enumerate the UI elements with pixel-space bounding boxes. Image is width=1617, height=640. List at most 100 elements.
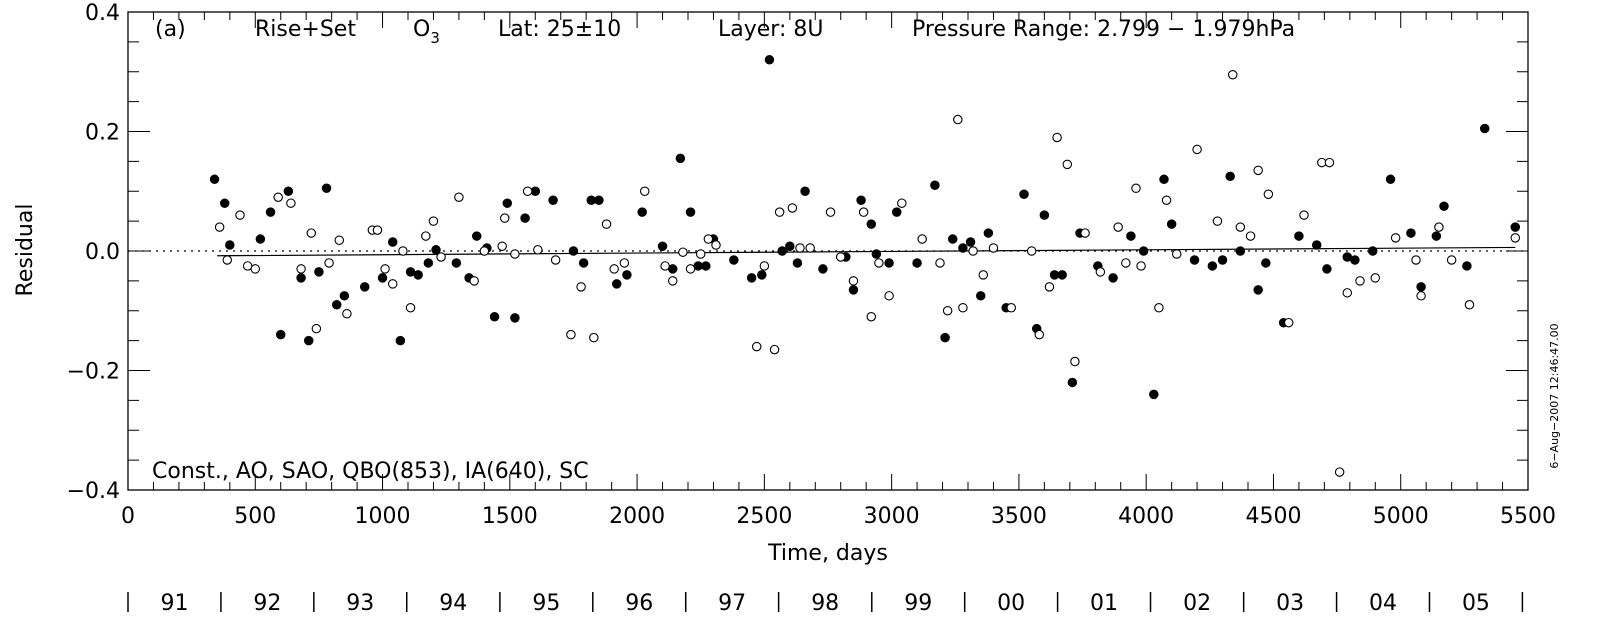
data-point-filled	[1235, 246, 1246, 256]
year-label: 97	[718, 591, 746, 616]
data-point-filled	[675, 153, 686, 164]
y-tick-label: −0.4	[67, 479, 120, 504]
x-tick-label: 0	[121, 504, 135, 529]
title-pressure: Pressure Range: 2.799 − 1.979hPa	[912, 17, 1295, 42]
y-tick-label: 0.4	[85, 1, 120, 26]
data-point-open	[311, 323, 322, 334]
data-point-open	[398, 246, 408, 256]
data-point-open	[550, 255, 561, 265]
data-point-open	[380, 264, 390, 274]
data-point-filled	[1253, 285, 1263, 295]
data-point-open	[1034, 329, 1045, 340]
data-point-open	[609, 264, 619, 274]
data-point-filled	[1225, 171, 1235, 182]
data-point-filled	[321, 183, 332, 194]
data-point-open	[1113, 222, 1123, 232]
data-point-open	[1070, 356, 1080, 367]
data-point-filled	[265, 207, 276, 217]
year-label: 95	[532, 591, 560, 616]
data-point-open	[953, 114, 963, 125]
data-point-open	[759, 261, 770, 271]
data-point-open	[1154, 303, 1164, 313]
data-point-filled	[1431, 231, 1442, 241]
data-point-filled	[209, 174, 220, 185]
data-point-open	[469, 276, 479, 286]
data-point-open	[685, 264, 696, 274]
data-point-filled	[578, 258, 589, 268]
data-point-open	[1062, 159, 1073, 170]
data-point-filled	[848, 285, 859, 295]
data-point-open	[479, 246, 490, 256]
data-point-filled	[729, 255, 739, 265]
data-point-open	[1464, 300, 1475, 310]
data-point-open	[1446, 255, 1457, 265]
data-point-filled	[1439, 201, 1449, 211]
data-point-filled	[520, 213, 530, 223]
data-point-filled	[757, 270, 767, 280]
data-point-open	[874, 258, 884, 268]
data-point-open	[1026, 246, 1037, 256]
title-layer: Layer: 8U	[718, 17, 823, 42]
data-point-open	[835, 252, 846, 262]
data-point-filled	[965, 237, 976, 247]
year-label: 92	[253, 591, 281, 616]
x-tick-label: 2500	[736, 504, 792, 529]
data-point-filled	[622, 270, 632, 280]
data-point-filled	[785, 241, 795, 251]
data-point-open	[286, 198, 296, 208]
y-tick-label: 0.2	[85, 121, 120, 146]
data-point-filled	[594, 195, 604, 205]
data-point-open	[510, 249, 520, 259]
data-point-filled	[1510, 222, 1521, 232]
x-tick-label: 4000	[1118, 504, 1174, 529]
data-point-filled	[314, 267, 324, 277]
data-point-filled	[489, 311, 500, 322]
data-point-filled	[1207, 261, 1218, 271]
y-tick-label: 0.0	[85, 240, 120, 265]
data-point-filled	[1311, 240, 1322, 250]
data-point-open	[235, 210, 245, 220]
data-point-open	[884, 291, 894, 301]
data-point-open	[787, 203, 798, 213]
x-tick-label: 2000	[609, 504, 665, 529]
data-point-open	[1355, 276, 1365, 286]
year-label: 04	[1369, 591, 1397, 616]
data-point-open	[935, 258, 945, 268]
data-point-open	[751, 341, 762, 352]
data-point-open	[387, 279, 398, 289]
data-point-filled	[1385, 174, 1396, 185]
data-point-open	[566, 329, 576, 340]
data-point-open	[805, 243, 815, 253]
data-point-open	[222, 255, 233, 265]
data-point-filled	[611, 279, 622, 289]
data-point-filled	[1019, 189, 1029, 199]
axes-frame-group	[127, 11, 1529, 491]
data-point-open	[334, 235, 345, 245]
year-label: 00	[997, 591, 1025, 616]
data-point-open	[589, 332, 599, 343]
data-point-filled	[912, 258, 922, 268]
data-point-filled	[331, 300, 342, 310]
data-point-open	[1227, 69, 1238, 80]
data-point-open	[372, 225, 383, 235]
data-point-filled	[377, 273, 388, 283]
data-point-filled	[339, 291, 350, 301]
data-point-open	[1245, 231, 1256, 241]
data-point-filled	[930, 180, 940, 191]
data-point-open	[1131, 183, 1141, 194]
data-point-open	[436, 252, 446, 262]
title-species-main: O	[413, 17, 430, 42]
data-point-open	[1212, 216, 1223, 226]
data-point-filled	[387, 237, 398, 247]
data-point-open	[917, 234, 927, 244]
data-point-open	[1192, 144, 1202, 155]
data-point-filled	[958, 243, 968, 253]
data-point-open	[296, 264, 306, 274]
data-point-open	[601, 219, 612, 229]
data-point-filled	[502, 198, 513, 208]
data-point-open	[678, 247, 688, 257]
data-point-open	[1370, 273, 1381, 283]
data-point-open	[1080, 228, 1090, 238]
data-point-open	[273, 192, 283, 202]
x-axis-title: Time, days	[767, 541, 888, 566]
